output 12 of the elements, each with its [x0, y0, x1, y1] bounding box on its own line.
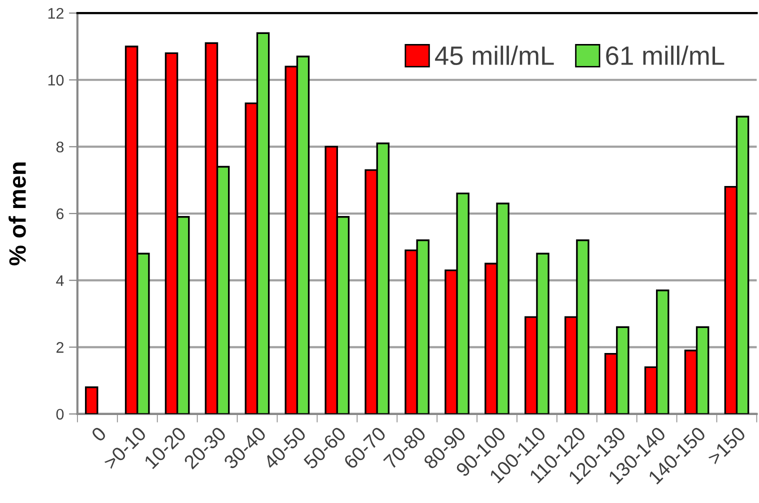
y-tick-label: 10	[48, 74, 64, 86]
y-tick-label: 8	[56, 142, 64, 152]
x-tick-label: 0	[90, 426, 107, 442]
y-tick-label: 4	[56, 275, 64, 286]
y-tick-label: 12	[48, 8, 64, 19]
legend-label: 45 mill/mL	[435, 46, 554, 66]
y-tick-label: 0	[56, 408, 64, 420]
legend-label: 61 mill/mL	[606, 46, 724, 66]
y-tick-label: 2	[56, 342, 64, 353]
bar	[84, 386, 98, 414]
y-tick-label: 6	[56, 208, 64, 220]
y-axis-title: % of men	[8, 162, 26, 266]
